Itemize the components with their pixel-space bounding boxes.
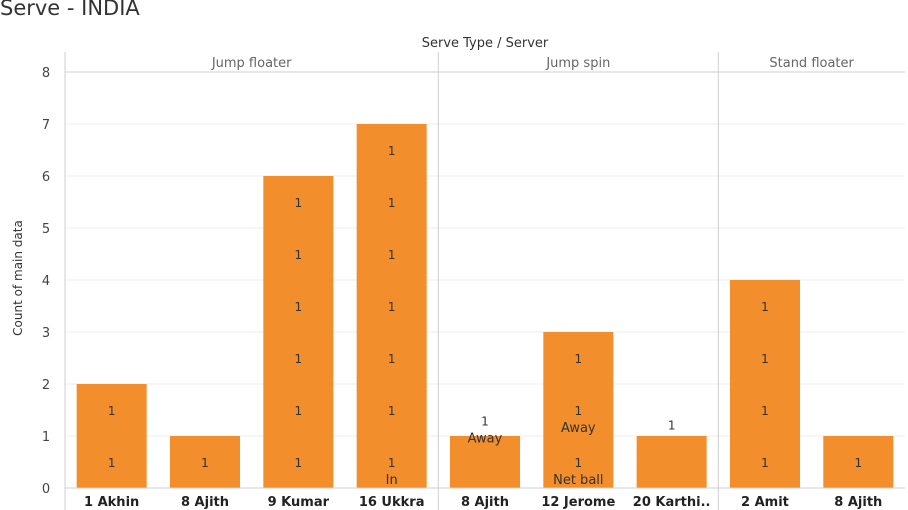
y-tick-label: 2 — [42, 378, 50, 393]
category-label: 8 Ajith — [461, 495, 509, 510]
group-label: Jump spin — [545, 56, 610, 71]
data-label: 1 — [295, 300, 303, 314]
data-label: 1 — [668, 419, 676, 433]
group-label: Stand floater — [769, 56, 854, 71]
y-tick-label: 6 — [42, 170, 50, 185]
bar — [169, 436, 240, 488]
data-label: 1 In — [386, 456, 398, 488]
bar — [76, 384, 147, 488]
y-tick-label: 0 — [42, 482, 50, 497]
category-label: 9 Kumar — [268, 495, 330, 510]
data-label: 1 — [295, 248, 303, 262]
category-label: 16 Ukkra — [359, 495, 425, 510]
bar — [543, 332, 614, 488]
bars-layer — [76, 124, 894, 488]
data-label: 1 — [388, 144, 396, 158]
y-axis-label: Count of main data — [11, 220, 25, 336]
data-label: 1 — [761, 456, 769, 470]
data-label: 1 — [295, 196, 303, 210]
data-label: 1 — [388, 248, 396, 262]
bar — [449, 436, 520, 488]
bar — [729, 280, 800, 488]
data-label: 1 — [574, 352, 582, 366]
y-tick-label: 1 — [42, 430, 50, 445]
category-label: 2 Amit — [741, 495, 789, 510]
data-label: 1 Away — [468, 414, 503, 446]
data-label: 1 — [295, 352, 303, 366]
data-label: 1 — [108, 456, 116, 470]
group-label: Jump floater — [211, 56, 292, 71]
data-label: 1 Away — [561, 404, 596, 436]
bar — [356, 124, 427, 488]
bar — [263, 176, 334, 488]
y-tick-label: 7 — [42, 118, 50, 133]
category-label: 12 Jerome — [541, 495, 615, 510]
data-label: 1 — [388, 404, 396, 418]
y-tick-label: 8 — [42, 66, 50, 81]
data-label: 1 — [295, 456, 303, 470]
y-tick-label: 4 — [42, 274, 50, 289]
data-label: 1 — [108, 404, 116, 418]
data-label: 1 — [761, 300, 769, 314]
data-label: 1 — [388, 300, 396, 314]
category-label: 20 Karthi.. — [633, 495, 711, 510]
data-label: 1 — [854, 456, 862, 470]
category-label: 1 Akhin — [84, 495, 139, 510]
bar — [823, 436, 894, 488]
data-label: 1 — [201, 456, 209, 470]
category-label: 8 Ajith — [834, 495, 882, 510]
data-label: 1 — [388, 196, 396, 210]
chart-title: Serve - INDIA — [0, 0, 140, 20]
header-label: Serve Type / Server — [422, 36, 549, 51]
data-label: 1 Net ball — [553, 456, 603, 488]
axis-layer: 0 1 2 3 4 5 6 7 8 Jump floater 1 Akhin 8 Ajith 9 Kum… — [42, 52, 905, 510]
labels-layer: 1 1 1 1 1 1 1 1 1 1 In 1 1 1 1 1 1 1 Away 1 Net ball 1 Away 1 1 1… — [108, 144, 862, 488]
category-label: 8 Ajith — [181, 495, 229, 510]
data-label: 1 — [388, 352, 396, 366]
data-label: 1 — [761, 352, 769, 366]
y-tick-label: 3 — [42, 326, 50, 341]
data-label: 1 — [295, 404, 303, 418]
bar — [636, 436, 707, 488]
y-tick-label: 5 — [42, 222, 50, 237]
data-label: 1 — [761, 404, 769, 418]
